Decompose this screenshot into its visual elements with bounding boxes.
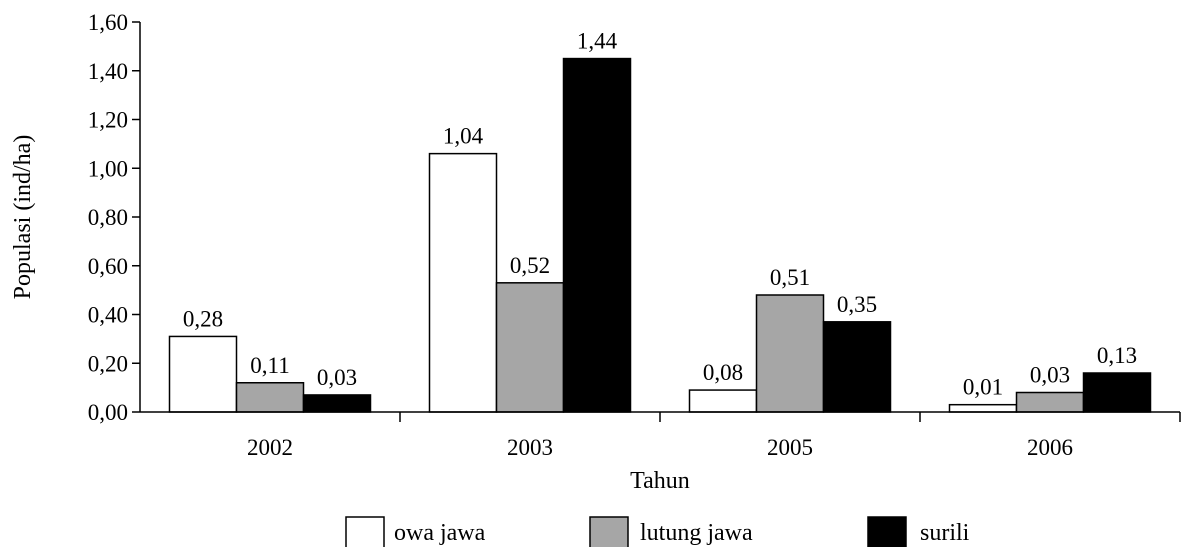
legend-label-owa-jawa: owa jawa xyxy=(394,520,486,546)
data-label: 0,35 xyxy=(837,292,877,317)
x-tick-label: 2005 xyxy=(767,435,813,460)
legend-swatch-surili xyxy=(867,516,907,547)
data-label: 0,08 xyxy=(703,360,743,385)
legend: owa jawa lutung jawa surili xyxy=(345,516,970,547)
bars xyxy=(168,57,1152,413)
x-tick-label: 2002 xyxy=(247,435,293,460)
x-axis-ticks: 2002 2003 2005 2006 xyxy=(247,412,1181,460)
x-tick-label: 2006 xyxy=(1027,435,1073,460)
y-tick-label: 0,00 xyxy=(88,400,128,425)
data-label: 1,44 xyxy=(577,29,618,54)
bar-surili-2006 xyxy=(1082,372,1152,413)
data-label: 0,52 xyxy=(510,253,550,278)
bar-surili-2002 xyxy=(302,394,372,413)
data-label: 0,03 xyxy=(1030,363,1070,388)
y-tick-label: 1,40 xyxy=(88,59,128,84)
bar-lutung-jawa-2002 xyxy=(235,382,305,413)
legend-swatch-lutung-jawa xyxy=(589,516,629,547)
bar-owa-jawa-2002 xyxy=(168,335,238,413)
bar-surili-2003 xyxy=(562,57,632,413)
bar-surili-2005 xyxy=(822,321,892,413)
legend-swatch-owa-jawa xyxy=(345,516,385,547)
bar-owa-jawa-2005 xyxy=(688,389,758,413)
y-tick-label: 1,00 xyxy=(88,156,128,181)
data-label: 0,28 xyxy=(183,306,223,331)
y-tick-label: 0,40 xyxy=(88,303,128,328)
data-label: 0,13 xyxy=(1097,343,1137,368)
data-label: 0,03 xyxy=(317,365,357,390)
bar-owa-jawa-2006 xyxy=(948,403,1018,413)
x-tick-label: 2003 xyxy=(507,435,553,460)
legend-label-surili: surili xyxy=(920,520,970,546)
y-tick-label: 1,20 xyxy=(88,108,128,133)
y-tick-label: 1,60 xyxy=(88,10,128,35)
data-labels: 0,28 0,11 0,03 1,04 0,52 1,44 0,08 0,51 0,35 0,01… xyxy=(183,29,1137,400)
y-axis-ticks: 0,00 0,20 0,40 0,60 0,80 1,00 1,20 1,40 1,60 xyxy=(88,10,140,425)
x-axis-title: Tahun xyxy=(630,468,690,494)
data-label: 0,51 xyxy=(770,265,810,290)
bar-lutung-jawa-2003 xyxy=(495,282,565,413)
y-tick-label: 0,60 xyxy=(88,254,128,279)
data-label: 0,11 xyxy=(250,353,289,378)
y-tick-label: 0,80 xyxy=(88,205,128,230)
bar-lutung-jawa-2006 xyxy=(1015,391,1085,413)
data-label: 0,01 xyxy=(963,375,1003,400)
legend-label-lutung-jawa: lutung jawa xyxy=(640,520,753,546)
bar-lutung-jawa-2005 xyxy=(755,294,825,413)
y-tick-label: 0,20 xyxy=(88,351,128,376)
y-axis-title: Populasi (ind/ha) xyxy=(10,135,36,300)
bar-owa-jawa-2003 xyxy=(428,152,498,413)
data-label: 1,04 xyxy=(443,124,484,149)
